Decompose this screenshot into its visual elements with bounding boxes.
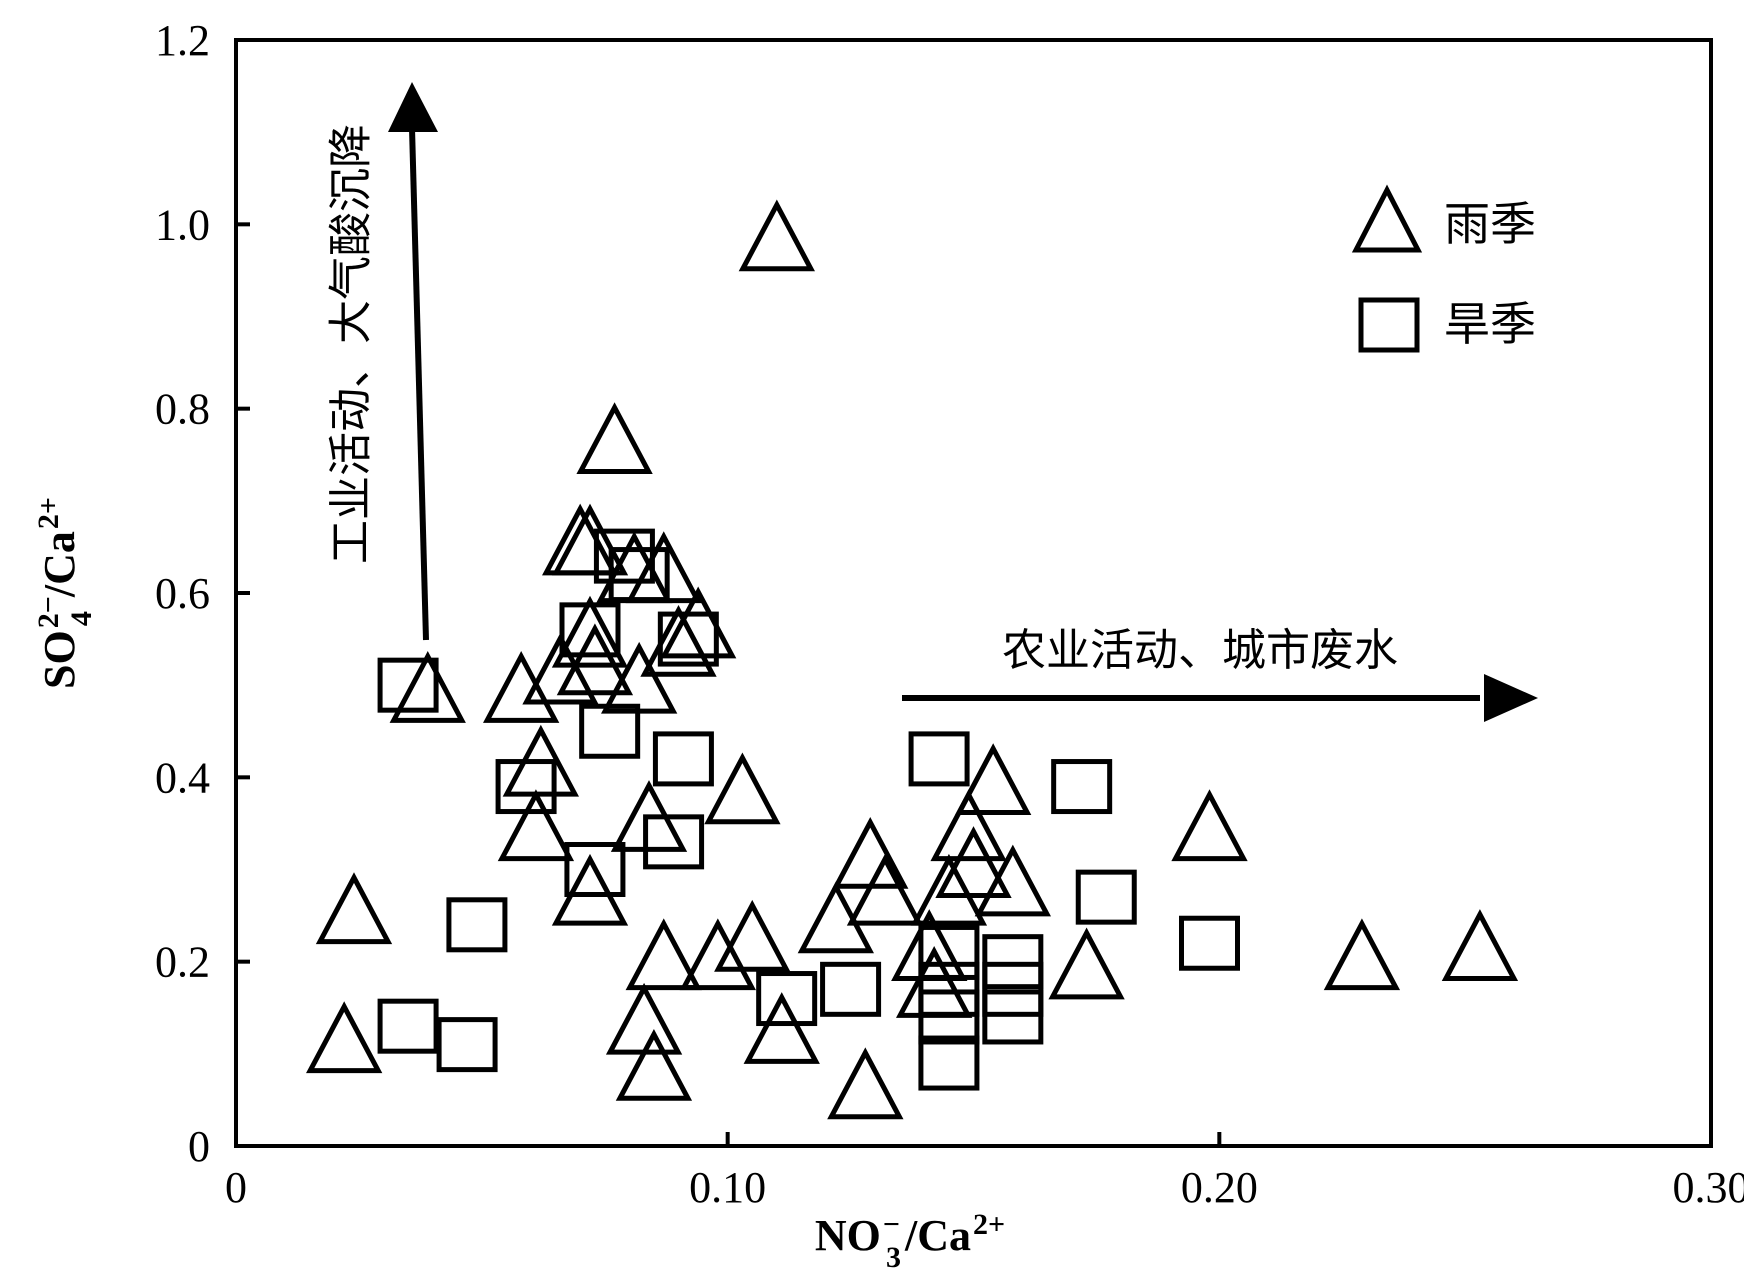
dry-season-point (579, 703, 641, 759)
dry-season-point (436, 1017, 498, 1073)
x-tick-label: 0.20 (1181, 1163, 1258, 1212)
tick-labels: 0 0.10 0.20 0.30 0 0.2 0.4 0.6 0.8 1.0 1.2 (155, 16, 1744, 1212)
dry-season-point (918, 961, 980, 1017)
dry-season-point (446, 897, 508, 953)
rainy-season-point (714, 899, 791, 972)
dry-season-point (377, 998, 439, 1054)
legend-label-dry: 旱季 (1444, 297, 1536, 351)
x-tick-label: 0.10 (689, 1163, 766, 1212)
dry-season-point (495, 759, 557, 815)
dry-season-point (377, 657, 439, 713)
dry-season-point (1179, 915, 1240, 971)
dry-season-point (643, 814, 705, 870)
rainy-season-point (679, 918, 756, 991)
dry-season-point (908, 731, 970, 787)
rainy-season-point (704, 752, 781, 825)
rainy-season-point (797, 881, 874, 954)
dry-season-point (918, 924, 980, 980)
rainy-season-point (615, 1028, 693, 1101)
rainy-season-point (306, 1001, 383, 1074)
y-tick-label: 0.2 (155, 938, 210, 987)
x-tick-label: 0.30 (1673, 1163, 1744, 1212)
dry-season-point (918, 1035, 980, 1091)
rainy-season-point (955, 743, 1032, 816)
y-tick-label: 1.2 (155, 16, 210, 65)
rainy-season-point (315, 872, 393, 945)
dry-season-point (608, 547, 670, 603)
rainy-season-point (542, 503, 619, 576)
rainy-season-point (1441, 909, 1519, 981)
dry-season-point (1051, 759, 1113, 815)
dry-season-point (982, 961, 1044, 1017)
dry-season-point (756, 971, 818, 1027)
rainy-season-point (743, 992, 820, 1064)
rainy-season-point (576, 402, 653, 475)
rainy-season-point (930, 789, 1007, 862)
x-axis-title: NO− 3/Ca2+ (815, 1208, 1005, 1274)
y-tick-label: 0.4 (155, 753, 210, 802)
legend: 雨季 旱季 (1351, 184, 1536, 353)
axis-ticks (234, 38, 1713, 1148)
rainy-season-point (846, 853, 924, 926)
rainy-season-point (738, 199, 815, 272)
vertical-annotation-label: 工业活动、大气酸沉降 (326, 124, 377, 564)
dry-season-point (652, 731, 714, 787)
rainy-season-point (1171, 789, 1248, 862)
vertical-arrowhead-icon (388, 82, 438, 132)
dry-season-point (657, 611, 719, 667)
rainy-season-point (974, 844, 1051, 917)
data-markers (306, 199, 1519, 1120)
rainy-season-point (1048, 927, 1125, 1000)
rainy-season-point (910, 853, 988, 926)
rainy-season-point (483, 651, 560, 723)
rainy-season-point (551, 503, 629, 576)
dry-season-point (564, 842, 626, 897)
dry-season-point (593, 528, 655, 584)
y-tick-label: 0.8 (155, 385, 210, 434)
rainy-season-point (935, 826, 1012, 898)
dry-season-point (982, 934, 1044, 990)
horizontal-arrowhead-icon (1484, 674, 1538, 722)
rainy-season-point (827, 1047, 904, 1120)
dry-season-point (918, 989, 980, 1045)
horizontal-annotation-label: 农业活动、城市废水 (1002, 625, 1398, 676)
dry-season-point (559, 602, 621, 658)
rainy-season-point (1323, 918, 1401, 991)
rainy-season-point (605, 982, 683, 1055)
rainy-season-point (551, 853, 629, 926)
y-tick-label: 0.6 (155, 569, 210, 618)
rainy-season-point (389, 651, 466, 723)
rainy-season-point (896, 945, 973, 1018)
legend-label-rainy: 雨季 (1444, 197, 1536, 251)
rainy-season-point (625, 918, 702, 991)
rainy-season-point (551, 595, 629, 668)
legend-triangle-icon (1351, 184, 1423, 253)
dry-season-point (1075, 869, 1137, 925)
rainy-season-point (497, 789, 575, 862)
y-axis-title: SO2−4/Ca2+ (32, 497, 98, 689)
dry-season-point (982, 989, 1044, 1045)
vertical-arrow-shaft (409, 127, 429, 641)
legend-square-icon (1358, 297, 1420, 353)
x-tick-label: 0 (225, 1163, 247, 1212)
y-tick-label: 1.0 (155, 200, 210, 249)
y-tick-label: 0 (188, 1122, 210, 1171)
dry-season-point (820, 961, 882, 1017)
rainy-season-point (522, 632, 599, 705)
rainy-season-point (556, 623, 634, 696)
